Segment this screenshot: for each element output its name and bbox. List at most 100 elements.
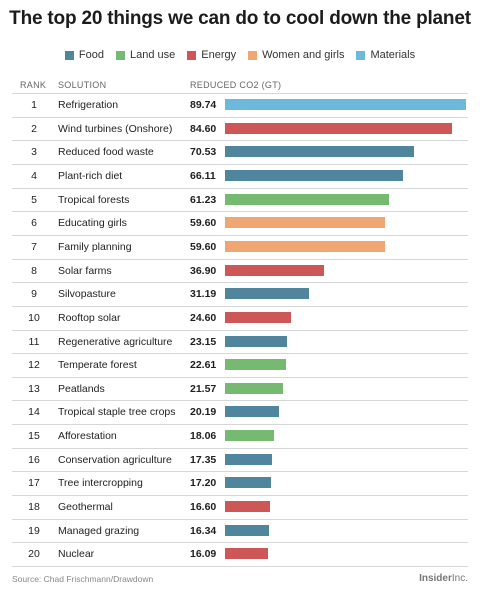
row-divider [12, 187, 468, 189]
solution-label: Solar farms [58, 264, 112, 277]
value-label: 24.60 [190, 311, 217, 324]
rank-label: 5 [31, 193, 37, 206]
row-divider [12, 376, 468, 378]
legend-swatch [115, 50, 125, 60]
rank-label: 15 [28, 430, 40, 443]
row-divider [12, 329, 468, 331]
rank-label: 13 [28, 382, 40, 395]
solution-label: Educating girls [58, 217, 127, 230]
row-divider [12, 116, 468, 118]
brand-suffix: Inc. [451, 573, 468, 584]
table-header: RANK SOLUTION REDUCED CO2 (GT) [0, 80, 480, 94]
legend-item: Food [64, 49, 104, 61]
footer: Source: Chad Frischmann/Drawdown Insider… [12, 573, 468, 584]
legend-label: Land use [129, 49, 176, 61]
rank-label: 9 [31, 288, 37, 301]
solution-label: Reduced food waste [58, 146, 154, 159]
solution-label: Silvopasture [58, 288, 116, 301]
table-row: 20 Nuclear 16.09 [0, 542, 480, 566]
table-row: 12 Temperate forest 22.61 [0, 353, 480, 377]
row-divider [12, 234, 468, 236]
value-label: 23.15 [190, 335, 217, 348]
rank-label: 12 [28, 359, 40, 372]
solution-label: Tree intercropping [58, 477, 143, 490]
legend-swatch [248, 50, 258, 60]
row-divider [12, 211, 468, 213]
table-row: 16 Conservation agriculture 17.35 [0, 448, 480, 472]
bar [225, 548, 269, 560]
brand-name: Insider [419, 573, 452, 584]
rank-label: 16 [28, 453, 40, 466]
legend-label: Food [78, 49, 104, 61]
legend-item: Land use [115, 49, 176, 61]
value-label: 36.90 [190, 264, 217, 277]
row-divider [12, 566, 468, 567]
row-divider [12, 400, 468, 402]
value-label: 20.19 [190, 406, 217, 419]
solution-label: Geothermal [58, 501, 113, 514]
bar [225, 477, 272, 489]
value-label: 16.60 [190, 501, 217, 514]
solution-label: Refrigeration [58, 99, 119, 111]
row-divider [12, 542, 468, 544]
table-row: 6 Educating girls 59.60 [0, 211, 480, 235]
solution-label: Conservation agriculture [58, 453, 172, 466]
value-label: 16.09 [190, 548, 217, 561]
bar [225, 217, 386, 229]
value-label: 31.19 [190, 288, 217, 301]
legend-item: Materials [356, 49, 415, 61]
table-row: 3 Reduced food waste 70.53 [0, 140, 480, 164]
table-row: 15 Afforestation 18.06 [0, 424, 480, 448]
row-divider [12, 518, 468, 520]
solution-label: Family planning [58, 240, 132, 253]
table-row: 13 Peatlands 21.57 [0, 377, 480, 401]
bar [225, 501, 270, 513]
legend-label: Energy [201, 49, 237, 61]
rank-label: 2 [31, 122, 37, 135]
bar [225, 453, 272, 465]
table-row: 8 Solar farms 36.90 [0, 259, 480, 283]
table-row: 10 Rooftop solar 24.60 [0, 306, 480, 330]
value-label: 17.20 [190, 477, 217, 490]
rank-label: 3 [31, 146, 37, 159]
rank-label: 14 [28, 406, 40, 419]
bar [225, 99, 466, 110]
table-row: 4 Plant-rich diet 66.11 [0, 164, 480, 188]
table-row: 11 Regenerative agriculture 23.15 [0, 330, 480, 354]
rank-label: 7 [31, 240, 37, 253]
row-divider [12, 93, 468, 94]
row-divider [12, 305, 468, 307]
legend-label: Women and girls [262, 49, 345, 61]
bar [225, 169, 403, 181]
value-label: 70.53 [190, 146, 217, 159]
bar [225, 359, 286, 371]
solution-label: Tropical staple tree crops [58, 406, 176, 419]
legend-swatch [187, 50, 197, 60]
bar [225, 122, 453, 134]
solution-column-header: SOLUTION [58, 80, 107, 90]
rank-column-header: RANK [20, 80, 47, 90]
solution-label: Regenerative agriculture [58, 335, 173, 348]
row-divider [12, 140, 468, 142]
solution-label: Peatlands [58, 382, 105, 395]
row-divider [12, 353, 468, 355]
brand-logo: InsiderInc. [419, 573, 468, 584]
legend: Food Land use Energy Women and girls Materia… [0, 49, 480, 61]
row-divider [12, 163, 468, 165]
solution-label: Managed grazing [58, 524, 140, 537]
value-label: 16.34 [190, 524, 217, 537]
table-row: 9 Silvopasture 31.19 [0, 282, 480, 306]
rank-label: 19 [28, 524, 40, 537]
rank-label: 4 [31, 169, 37, 182]
legend-item: Energy [187, 49, 236, 61]
table-row: 7 Family planning 59.60 [0, 235, 480, 259]
value-column-header: REDUCED CO2 (GT) [190, 80, 282, 90]
row-divider [12, 447, 468, 449]
solution-label: Temperate forest [58, 359, 137, 372]
solution-label: Wind turbines (Onshore) [58, 122, 173, 135]
bar [225, 406, 280, 418]
bar [225, 146, 415, 158]
source-note: Source: Chad Frischmann/Drawdown [12, 574, 154, 584]
bar [225, 382, 283, 394]
value-label: 21.57 [190, 382, 217, 395]
